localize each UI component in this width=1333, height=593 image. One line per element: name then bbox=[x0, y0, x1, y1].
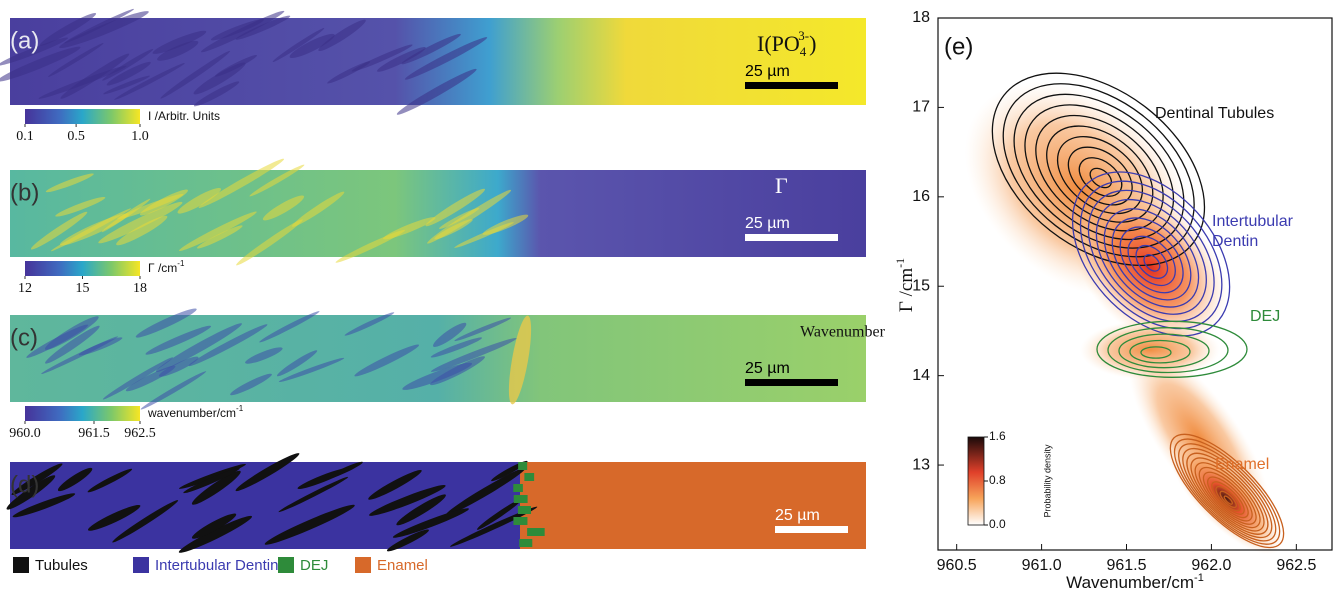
colorbar-label-sup: -1 bbox=[177, 259, 185, 268]
panel-title: Wavenumber bbox=[800, 324, 886, 341]
legend-label: DEJ bbox=[300, 557, 328, 574]
colorbar-tick-label: 0.8 bbox=[989, 473, 1006, 487]
annotation: Intertubular bbox=[1212, 213, 1294, 230]
x-tick-label: 961.5 bbox=[1106, 557, 1146, 574]
x-axis-label: Wavenumber/cm-1 bbox=[1066, 572, 1204, 593]
scale-bar bbox=[745, 82, 838, 89]
scale-bar bbox=[775, 526, 848, 533]
texture bbox=[519, 539, 532, 547]
colorbar bbox=[25, 109, 140, 124]
scale-bar bbox=[745, 379, 838, 386]
x-axis-label-sup: -1 bbox=[1194, 572, 1204, 584]
y-tick-label: 14 bbox=[912, 367, 930, 384]
y-axis-label-text: Γ /cm bbox=[896, 268, 917, 312]
colorbar-tick-label: 1.0 bbox=[131, 129, 149, 144]
x-axis-label-text: Wavenumber/cm bbox=[1066, 573, 1194, 592]
legend-swatch bbox=[133, 557, 149, 573]
colorbar-label-sup: -1 bbox=[236, 404, 244, 413]
annotation: Dentinal Tubules bbox=[1155, 105, 1274, 122]
colorbar-tick-label: 18 bbox=[133, 281, 147, 296]
legend-swatch bbox=[278, 557, 294, 573]
legend-label: Enamel bbox=[377, 557, 428, 574]
annotation: Dentin bbox=[1212, 233, 1258, 250]
texture bbox=[527, 528, 545, 536]
x-tick-label: 960.5 bbox=[937, 557, 977, 574]
annotation: Enamel bbox=[1215, 456, 1269, 473]
panel-label: (c) bbox=[10, 324, 38, 351]
colorbar-tick-label: 0.5 bbox=[67, 129, 85, 144]
texture bbox=[513, 517, 527, 525]
y-tick-label: 17 bbox=[912, 99, 930, 116]
texture bbox=[518, 462, 527, 470]
panel-label: (b) bbox=[10, 179, 39, 206]
title-sup: 3- bbox=[798, 28, 809, 43]
y-tick-label: 16 bbox=[912, 188, 930, 205]
colorbar bbox=[25, 261, 140, 276]
texture bbox=[513, 484, 523, 492]
colorbar-label-text: I /Arbitr. Units bbox=[148, 109, 220, 123]
colorbar-label-text: Γ /cm bbox=[148, 261, 177, 275]
colorbar bbox=[25, 406, 140, 421]
texture bbox=[514, 495, 528, 503]
scale-bar bbox=[745, 234, 838, 241]
legend-label: Intertubular Dentin bbox=[155, 557, 278, 574]
panel-label: (e) bbox=[944, 33, 973, 60]
colorbar-tick-label: 962.5 bbox=[124, 426, 156, 441]
colorbar-label: wavenumber/cm-1 bbox=[147, 404, 244, 420]
title-text: I(PO bbox=[757, 31, 800, 56]
colorbar-tick-label: 960.0 bbox=[9, 426, 41, 441]
scale-bar-label: 25 µm bbox=[745, 215, 790, 232]
colorbar-tick-label: 1.6 bbox=[989, 429, 1006, 443]
colorbar-tick-label: 0.1 bbox=[16, 129, 34, 144]
scale-bar-label: 25 µm bbox=[745, 63, 790, 80]
colorbar-tick-label: 0.0 bbox=[989, 517, 1006, 531]
y-axis-label-sup: -1 bbox=[893, 258, 907, 268]
y-tick-label: 18 bbox=[912, 9, 930, 26]
legend-label: Tubules bbox=[35, 557, 88, 574]
colorbar bbox=[968, 437, 984, 525]
colorbar-tick-label: 12 bbox=[18, 281, 32, 296]
colorbar-label: Γ /cm-1 bbox=[148, 259, 185, 275]
colorbar-label: Probability density bbox=[1042, 444, 1052, 518]
texture bbox=[518, 506, 531, 514]
panel-title: Γ bbox=[775, 173, 788, 198]
y-axis-label: Γ /cm-1 bbox=[893, 258, 918, 312]
panel-label: (d) bbox=[10, 471, 39, 498]
scale-bar-label: 25 µm bbox=[745, 360, 790, 377]
colorbar-label: I /Arbitr. Units bbox=[148, 109, 220, 123]
legend-swatch bbox=[355, 557, 371, 573]
x-tick-label: 961.0 bbox=[1022, 557, 1062, 574]
texture bbox=[524, 473, 534, 481]
map-panels: (a) I(PO43-) 25 µm 0.1 0.5 1.0 I /Arbitr. Unit… bbox=[0, 7, 886, 574]
figure: (a) I(PO43-) 25 µm 0.1 0.5 1.0 I /Arbitr. Unit… bbox=[0, 0, 1333, 593]
colorbar-tick-label: 961.5 bbox=[78, 426, 110, 441]
panel-label: (a) bbox=[10, 27, 39, 54]
scale-bar-label: 25 µm bbox=[775, 507, 820, 524]
title-sub: 4 bbox=[800, 44, 807, 59]
x-tick-label: 962.5 bbox=[1276, 557, 1316, 574]
annotation: DEJ bbox=[1250, 308, 1280, 325]
map-image bbox=[10, 315, 866, 402]
y-tick-label: 13 bbox=[912, 456, 930, 473]
colorbar-tick-label: 15 bbox=[76, 281, 90, 296]
title-text: ) bbox=[809, 31, 816, 56]
colorbar-label-text: wavenumber/cm bbox=[147, 406, 236, 420]
legend-swatch bbox=[13, 557, 29, 573]
